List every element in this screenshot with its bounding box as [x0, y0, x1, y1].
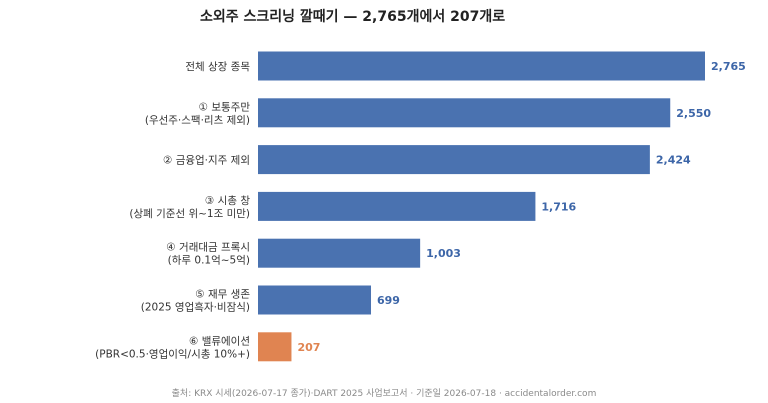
bar-6: [258, 285, 372, 315]
category-label-2: ① 보통주만 (우선주·스팩·리츠 제외): [145, 101, 250, 126]
value-label-1: 2,765: [711, 60, 746, 73]
bar-3: [258, 145, 650, 175]
category-label-6: ⑤ 재무 생존 (2025 영업흑자·비잠식): [141, 289, 251, 314]
category-label-1: 전체 상장 종목: [185, 61, 250, 73]
value-label-7: 207: [297, 341, 320, 354]
chart-title: 소외주 스크리닝 깔때기 — 2,765개에서 207개로: [200, 9, 506, 25]
category-label-7: ⑥ 밸류에이션 (PBR<0.5·영업이익/시총 10%+): [95, 335, 250, 360]
value-label-6: 699: [377, 294, 400, 307]
category-label-5: ④ 거래대금 프록시 (하루 0.1억~5억): [166, 242, 250, 267]
value-label-2: 2,550: [676, 107, 711, 120]
value-label-3: 2,424: [656, 154, 691, 167]
source-note: 출처: KRX 시세(2026-07-17 종가)·DART 2025 사업보고…: [171, 389, 597, 399]
value-label-5: 1,003: [426, 247, 461, 260]
value-label-4: 1,716: [541, 200, 576, 213]
bar-5: [258, 238, 421, 268]
bar-1: [258, 51, 705, 81]
bar-7: [258, 332, 292, 362]
bar-4: [258, 191, 536, 221]
category-label-4: ③ 시총 창 (상폐 기준선 위~1조 미만): [129, 195, 250, 220]
bar-2: [258, 98, 671, 128]
category-label-3: ② 금융업·지주 제외: [163, 154, 250, 167]
